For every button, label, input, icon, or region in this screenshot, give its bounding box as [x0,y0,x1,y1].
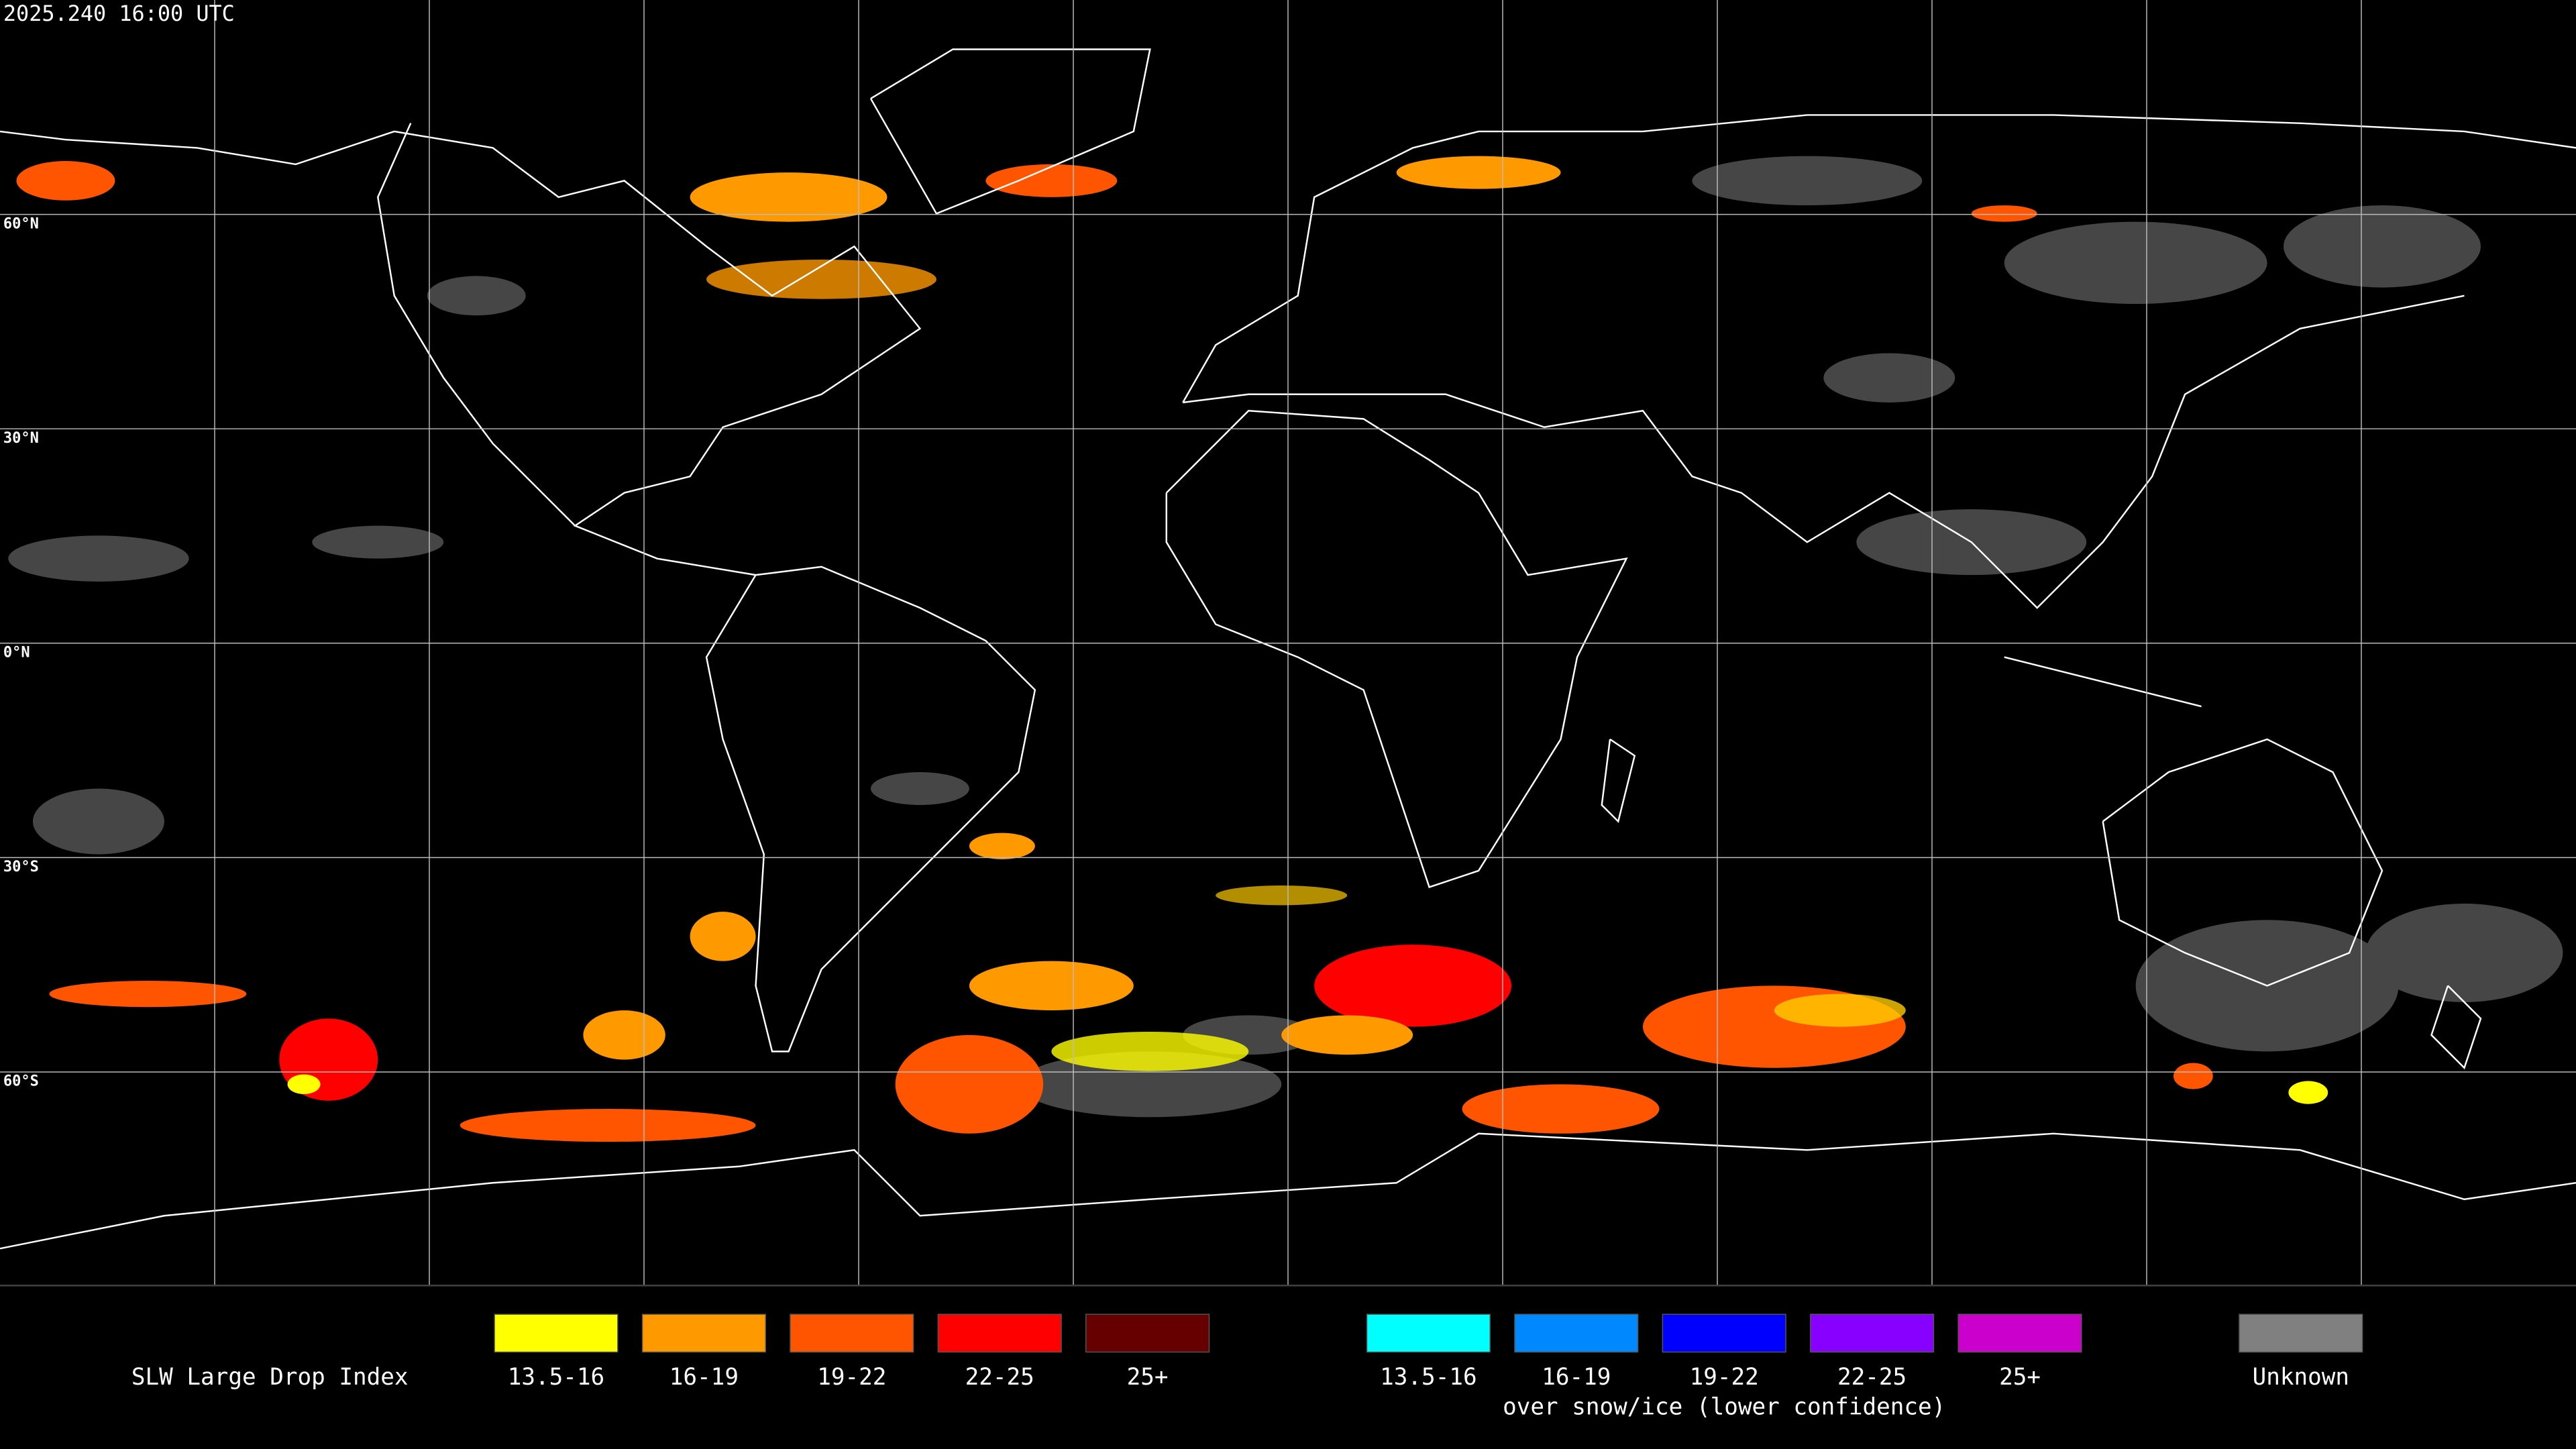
legend-swatch [2239,1313,2363,1353]
latitude-label: 60°S [3,1073,39,1090]
legend-caption: over snow/ice (lower confidence) [1503,1393,1945,1420]
legend-label: 25+ [1999,1364,2041,1391]
sld-cloud [16,156,2328,1142]
legend-swatch [1810,1313,1935,1353]
legend-swatch [937,1313,1062,1353]
legend-swatch [1085,1313,1210,1353]
latitude-label: 60°N [3,215,39,232]
legend-label: 19-22 [817,1364,886,1391]
legend-label: Unknown [2253,1364,2349,1391]
legend-label: 16-19 [669,1364,739,1391]
legend-swatch [1957,1313,2082,1353]
legend-swatch [1662,1313,1786,1353]
latitude-label: 30°N [3,430,39,447]
cloud-layer [8,156,2563,1142]
latitude-label: 30°S [3,859,39,875]
legend-label: 22-25 [1837,1364,1907,1391]
legend-title: SLW Large Drop Index [131,1364,409,1391]
legend-swatch [1514,1313,1639,1353]
legend-label: 13.5-16 [508,1364,604,1391]
legend-swatch [641,1313,766,1353]
legend-swatch [494,1313,619,1353]
legend-swatch [1366,1313,1491,1353]
legend-label: 16-19 [1542,1364,1611,1391]
legend-label: 25+ [1127,1364,1169,1391]
legend-label: 13.5-16 [1380,1364,1477,1391]
graticule: 60°N 30°N 0°N 30°S 60°S [0,0,2576,1285]
latitude-label: 0°N [3,644,30,661]
legend: SLW Large Drop Index 13.5-16 16-19 19-22 22… [131,1313,2363,1420]
legend-label: 22-25 [965,1364,1034,1391]
unknown-cloud [8,156,2563,1118]
coastlines [0,48,2576,1250]
timestamp: 2025.240 16:00 UTC [3,1,235,26]
legend-swatch [790,1313,914,1353]
legend-label: 19-22 [1690,1364,1759,1391]
